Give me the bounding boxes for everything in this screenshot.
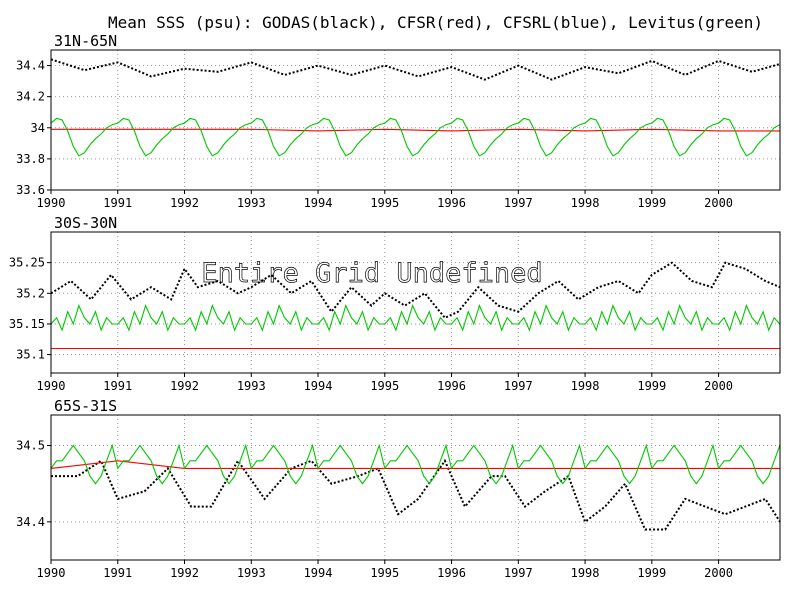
series-line-cfsr	[50, 460, 780, 469]
series-line-levitus	[50, 117, 781, 157]
x-tick-label: 1996	[437, 566, 466, 580]
series-line-levitus	[50, 304, 781, 332]
x-tick-label: 1999	[637, 379, 666, 393]
annotation-text: Entire Grid Undefined	[201, 258, 542, 289]
x-tick-label: 1998	[571, 566, 600, 580]
x-tick-label: 1993	[237, 566, 266, 580]
y-tick-label: 33.8	[16, 152, 45, 166]
y-tick-label: 35.15	[9, 317, 45, 331]
plot-frame	[50, 231, 781, 374]
x-tick-label: 1996	[437, 379, 466, 393]
x-tick-label: 1995	[370, 196, 399, 210]
y-tick-label: 34	[31, 121, 45, 135]
x-tick-label: 1998	[571, 196, 600, 210]
x-tick-label: 1990	[37, 566, 66, 580]
y-tick-label: 35.2	[16, 286, 45, 300]
x-tick-label: 1997	[504, 566, 533, 580]
panel-title: 65S-31S	[54, 397, 117, 415]
panel-plot: 33.6 33.8 34 34.2 34.4 1990 1991 1992 1993 1994 19…	[16, 49, 781, 210]
x-tick-label: 1991	[103, 566, 132, 580]
x-tick-label: 1992	[170, 566, 199, 580]
x-tick-label: 1999	[637, 566, 666, 580]
plot-frame	[50, 414, 781, 561]
plot-frame	[50, 49, 781, 191]
panel-31n-65n: 31N-65N 33.6 33.8 34 34.2 34.4 1990 1991 1992 19…	[16, 32, 781, 210]
panel-65s-31s: 65S-31S 34.4 34.5 1990 1991 1992 1993 1994 1995…	[16, 397, 781, 580]
panel-title: 31N-65N	[54, 32, 117, 50]
x-tick-label: 1995	[370, 379, 399, 393]
y-tick-label: 34.2	[16, 90, 45, 104]
figure-title: Mean SSS (psu): GODAS(black), CFSR(red),…	[108, 13, 763, 32]
series-line-levitus	[50, 443, 781, 485]
y-tick-label: 34.4	[16, 59, 45, 73]
x-tick-label: 1998	[571, 379, 600, 393]
series-line-cfsr	[51, 128, 780, 132]
x-tick-label: 1994	[304, 566, 333, 580]
x-tick-label: 2000	[704, 196, 733, 210]
x-tick-label: 2000	[704, 566, 733, 580]
panel-30s-30n: 30S-30N 35.1 35.15 35.2 35.25 1990 1991 1992 19…	[9, 214, 781, 393]
series-line-godas	[50, 58, 781, 81]
x-tick-label: 1991	[103, 379, 132, 393]
panel-plot: 35.1 35.15 35.2 35.25 1990 1991 1992 1993 1994 19…	[9, 231, 781, 393]
y-tick-label: 35.25	[9, 256, 45, 270]
x-tick-label: 1997	[504, 196, 533, 210]
x-tick-label: 1990	[37, 379, 66, 393]
y-tick-label: 33.6	[16, 183, 45, 197]
y-tick-label: 34.5	[16, 439, 45, 453]
x-tick-label: 1993	[237, 196, 266, 210]
x-tick-label: 1997	[504, 379, 533, 393]
x-tick-label: 1990	[37, 196, 66, 210]
series-line-godas	[50, 261, 781, 320]
x-tick-label: 1992	[170, 196, 199, 210]
x-tick-label: 1992	[170, 379, 199, 393]
x-tick-label: 1995	[370, 566, 399, 580]
x-tick-label: 1999	[637, 196, 666, 210]
panel-title: 30S-30N	[54, 214, 117, 232]
x-tick-label: 1994	[304, 196, 333, 210]
x-tick-label: 1994	[304, 379, 333, 393]
x-tick-label: 1993	[237, 379, 266, 393]
series-line-godas	[51, 458, 781, 531]
x-tick-label: 1996	[437, 196, 466, 210]
y-tick-label: 35.1	[16, 348, 45, 362]
x-tick-label: 1991	[103, 196, 132, 210]
panel-plot: 34.4 34.5 1990 1991 1992 1993 1994 1995 1996 1997…	[16, 414, 781, 580]
x-tick-label: 2000	[704, 379, 733, 393]
y-tick-label: 34.4	[16, 515, 45, 529]
